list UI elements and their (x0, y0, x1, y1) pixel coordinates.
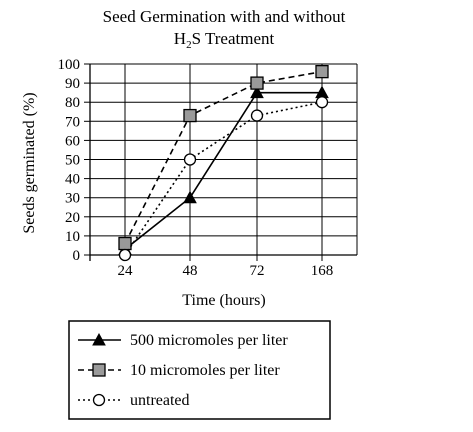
series-3 (118, 96, 329, 262)
x-tick-labels: 24 48 72 168 (118, 263, 334, 279)
y-tick-label: 100 (58, 57, 81, 73)
y-tick-label: 60 (65, 133, 80, 149)
data-point-circle (183, 153, 197, 166)
x-tick-label: 48 (183, 263, 198, 279)
y-tick-label: 0 (73, 248, 81, 264)
y-tick-label: 70 (65, 114, 80, 130)
y-axis-label: Seeds germinated (%) (21, 92, 38, 233)
y-tick-labels: 0 10 20 30 40 50 60 70 80 90 100 (58, 57, 81, 264)
y-tick-label: 30 (65, 191, 80, 207)
legend-item-1: 500 micromoles per liter (78, 332, 288, 349)
legend-item-3: untreated (78, 392, 190, 409)
y-tick-label: 80 (65, 95, 80, 111)
data-point-square (183, 108, 197, 123)
series-2 (118, 64, 329, 251)
legend-item-2: 10 micromoles per liter (78, 362, 280, 379)
data-point-circle (118, 248, 132, 262)
x-tick-label: 168 (311, 263, 334, 279)
legend-marker-triangle (92, 332, 106, 346)
series-line (124, 70, 323, 244)
legend: 500 micromoles per liter 10 micromoles pe… (78, 332, 288, 409)
legend-label: 500 micromoles per liter (130, 332, 288, 349)
x-axis-label: Time (hours) (182, 292, 265, 309)
data-point-triangle (250, 85, 264, 99)
data-point-square (315, 64, 329, 79)
series-line (124, 101, 323, 256)
series (118, 64, 329, 262)
chart-title-line-2: H2S Treatment (174, 29, 275, 51)
data-point-circle (250, 109, 264, 122)
legend-label: 10 micromoles per liter (130, 362, 280, 379)
y-tick-label: 20 (65, 210, 80, 226)
y-tick-label: 40 (65, 172, 80, 188)
legend-label: untreated (130, 392, 190, 409)
x-tick-label: 72 (250, 263, 265, 279)
y-tick-label: 50 (65, 153, 80, 169)
series-line (124, 91, 322, 250)
legend-marker-square (92, 363, 106, 377)
axes (84, 63, 358, 261)
data-point-square (118, 236, 132, 251)
series-1 (118, 85, 329, 255)
legend-marker-circle (92, 393, 106, 407)
y-tick-label: 90 (65, 76, 80, 92)
data-point-triangle (183, 190, 197, 204)
y-tick-label: 10 (65, 229, 80, 245)
chart-title-line-1: Seed Germination with and without (103, 7, 346, 26)
data-point-circle (315, 96, 329, 109)
data-point-square (250, 76, 264, 90)
x-tick-label: 24 (118, 263, 134, 279)
